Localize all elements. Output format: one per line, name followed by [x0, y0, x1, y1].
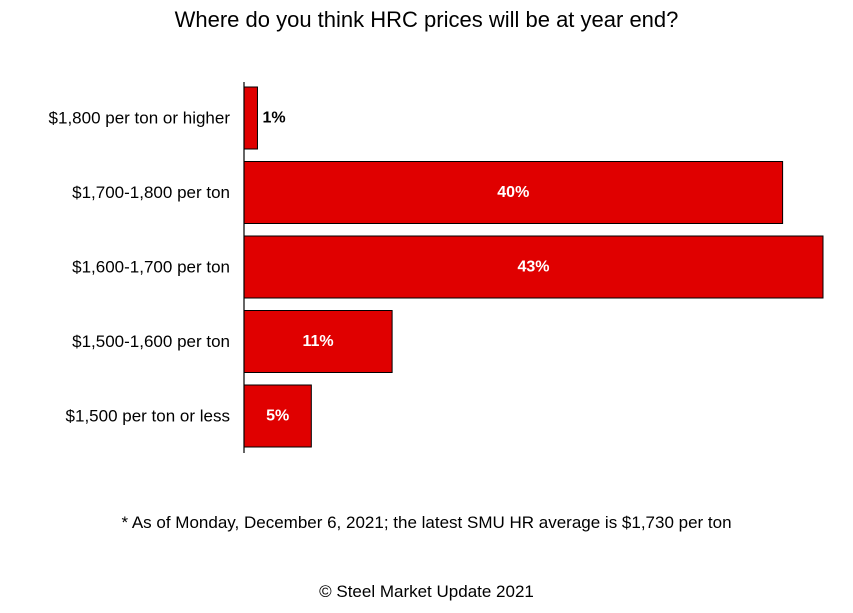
category-label: $1,500-1,600 per ton [72, 332, 230, 351]
bar [243, 86, 258, 150]
copyright-notice: © Steel Market Update 2021 [319, 582, 534, 601]
data-label: 5% [266, 408, 289, 425]
category-label: $1,600-1,700 per ton [72, 258, 230, 277]
bar [243, 310, 393, 373]
chart-title: Where do you think HRC prices will be at… [174, 7, 679, 32]
data-label: 11% [302, 333, 333, 350]
bar [243, 384, 312, 448]
data-label: 1% [262, 110, 285, 127]
footnote: * As of Monday, December 6, 2021; the la… [121, 513, 732, 532]
category-label: $1,500 per ton or less [66, 407, 230, 426]
bars-layer [243, 86, 824, 448]
data-label: 43% [517, 259, 549, 276]
bar [243, 161, 784, 224]
category-label: $1,800 per ton or higher [49, 109, 231, 128]
labels-layer: $1,800 per ton or higher 1% $1,700-1,800 p… [49, 109, 550, 426]
data-label: 40% [497, 184, 529, 201]
category-label: $1,700-1,800 per ton [72, 183, 230, 202]
